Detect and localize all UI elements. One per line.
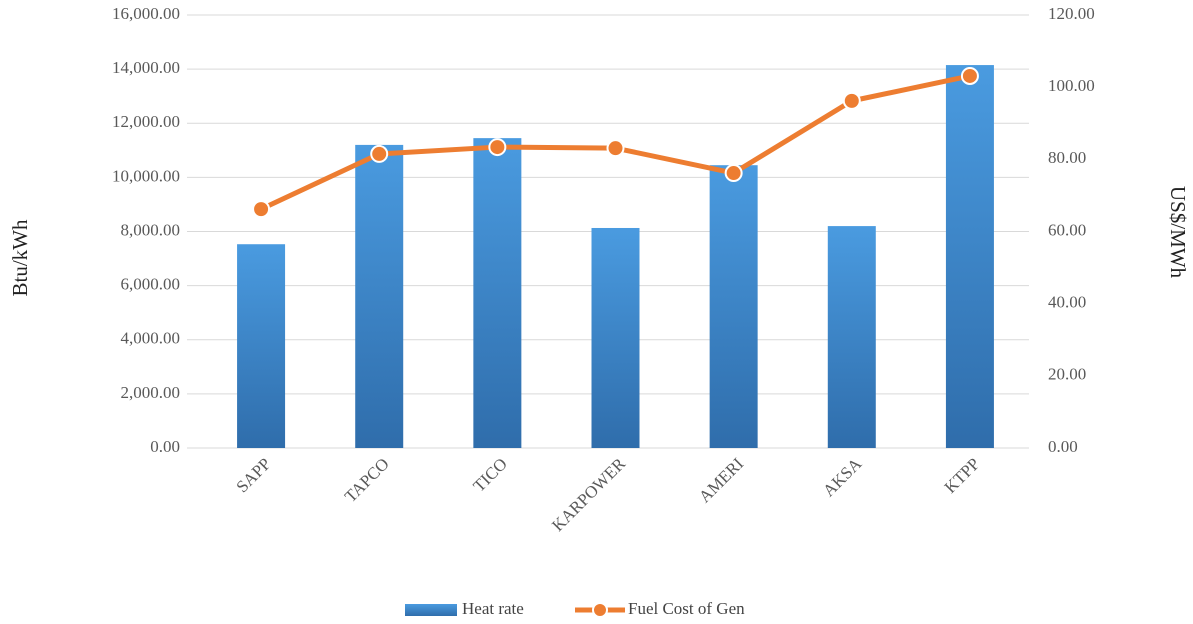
y2-tick-label: 100.00 bbox=[1048, 76, 1095, 95]
y-tick-label: 10,000.00 bbox=[112, 166, 180, 185]
y2-tick-label: 120.00 bbox=[1048, 4, 1095, 23]
line-marker bbox=[606, 139, 625, 158]
line-marker bbox=[370, 144, 389, 163]
y-tick-label: 2,000.00 bbox=[121, 383, 181, 402]
y2-axis-title: US$/MWh bbox=[1166, 186, 1190, 279]
y-tick-label: 8,000.00 bbox=[121, 220, 181, 239]
line-marker bbox=[842, 91, 861, 110]
bar bbox=[945, 65, 994, 449]
y2-tick-label: 40.00 bbox=[1048, 293, 1086, 312]
x-tick-label: KTPP bbox=[941, 454, 984, 497]
x-tick-label: KARPOWER bbox=[548, 454, 629, 535]
x-tick-label: AMERI bbox=[695, 454, 747, 506]
line-marker bbox=[252, 200, 271, 219]
bar bbox=[355, 144, 404, 448]
y-tick-label: 14,000.00 bbox=[112, 58, 180, 77]
y2-tick-label: 80.00 bbox=[1048, 148, 1086, 167]
y2-tick-label: 60.00 bbox=[1048, 220, 1086, 239]
y2-tick-label: 0.00 bbox=[1048, 437, 1078, 456]
bar bbox=[591, 227, 640, 448]
x-tick-label: TICO bbox=[469, 454, 510, 495]
line-marker bbox=[960, 66, 979, 85]
x-tick-label: SAPP bbox=[232, 454, 274, 496]
bar bbox=[237, 244, 286, 448]
bar bbox=[709, 165, 758, 448]
y-tick-label: 0.00 bbox=[150, 437, 180, 456]
line-marker bbox=[724, 164, 743, 183]
x-tick-label: TAPCO bbox=[341, 454, 393, 506]
y-tick-label: 6,000.00 bbox=[121, 275, 181, 294]
y2-tick-label: 20.00 bbox=[1048, 365, 1086, 384]
bar bbox=[473, 138, 522, 448]
line-marker bbox=[488, 138, 507, 157]
bar bbox=[827, 226, 876, 448]
legend-swatch bbox=[405, 604, 457, 616]
x-tick-label: AKSA bbox=[819, 454, 866, 501]
y-axis-title: Btu/kWh bbox=[8, 219, 32, 296]
y-tick-label: 12,000.00 bbox=[112, 112, 180, 131]
line-series bbox=[252, 66, 979, 219]
legend-marker bbox=[592, 602, 608, 618]
y-tick-label: 4,000.00 bbox=[121, 329, 181, 348]
legend-label: Heat rate bbox=[462, 599, 524, 618]
y-tick-label: 16,000.00 bbox=[112, 4, 180, 23]
legend-label: Fuel Cost of Gen bbox=[628, 599, 745, 618]
